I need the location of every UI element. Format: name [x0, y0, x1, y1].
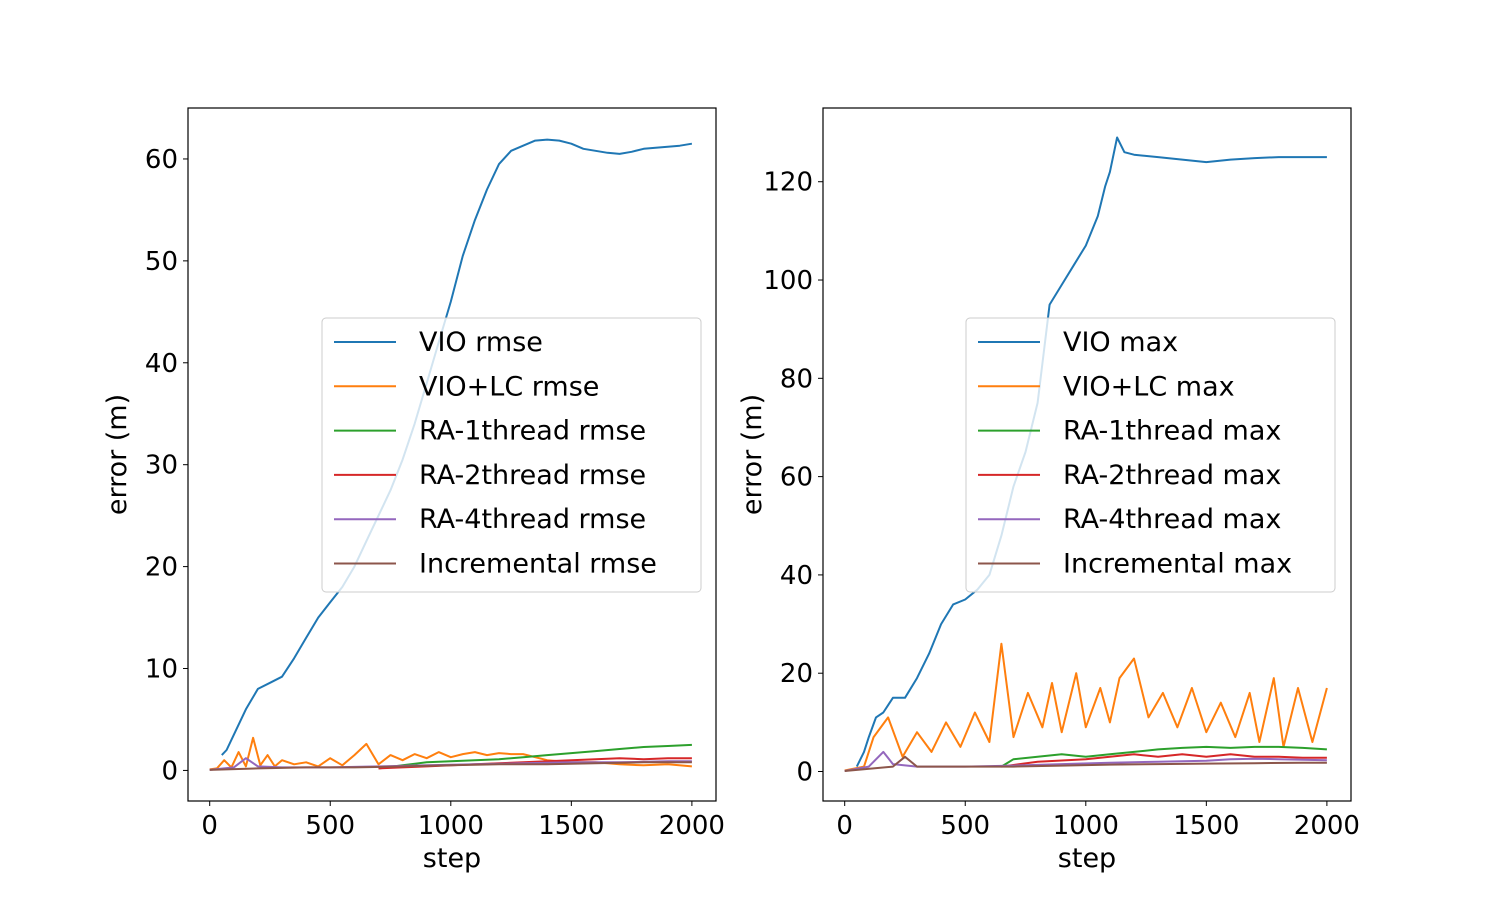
- y-tick-label: 120: [763, 168, 813, 198]
- chart-max: 0 500 1000 1500 2000 0 20 40 60 80 100 120 step error…: [737, 107, 1360, 874]
- y-tick-label: 30: [145, 451, 178, 481]
- y-tick-label: 20: [145, 553, 178, 583]
- plot-frame: [822, 107, 1352, 802]
- legend-label: RA-1thread max: [1063, 416, 1281, 447]
- legend-label: Incremental rmse: [419, 549, 657, 580]
- y-tick-label: 40: [780, 561, 813, 591]
- series-line-ra-2thread-max: [1001, 753, 1327, 768]
- x-tick-label: 0: [836, 811, 853, 841]
- x-axis-label: step: [423, 843, 481, 874]
- y-tick-label: 40: [145, 349, 178, 379]
- y-tick-label: 60: [145, 145, 178, 175]
- series-line-vio-lc-max: [844, 642, 1328, 772]
- legend-label: VIO rmse: [419, 327, 543, 358]
- legend-label: RA-1thread rmse: [419, 416, 646, 447]
- legend: VIO max VIO+LC max RA-1thread max RA-2threa…: [965, 317, 1336, 593]
- y-tick-label: 20: [780, 659, 813, 689]
- y-axis-label: error (m): [737, 394, 768, 515]
- y-tick-label: 0: [796, 758, 813, 788]
- series-line-vio-rmse: [221, 138, 693, 756]
- legend-label: VIO+LC max: [1063, 371, 1235, 402]
- legend-label: VIO+LC rmse: [419, 371, 599, 402]
- x-tick-label: 500: [305, 811, 355, 841]
- chart-rmse: 0 500 1000 1500 2000 0 10 20 30 40 50 60 step error (…: [102, 107, 725, 874]
- legend-label: RA-4thread max: [1063, 504, 1281, 535]
- legend-label: RA-2thread max: [1063, 460, 1281, 491]
- y-tick-label: 10: [145, 655, 178, 685]
- x-tick-label: 1000: [418, 811, 484, 841]
- x-tick-label: 2000: [659, 811, 725, 841]
- x-tick-label: 500: [940, 811, 990, 841]
- legend-box: [965, 317, 1336, 593]
- y-tick-label: 80: [780, 364, 813, 394]
- x-axis-label: step: [1058, 843, 1116, 874]
- series-line-incremental-rmse: [209, 761, 692, 771]
- x-tick-label: 1000: [1053, 811, 1119, 841]
- x-tick-label: 2000: [1294, 811, 1360, 841]
- y-tick-label: 50: [145, 247, 178, 277]
- plot-frame: [187, 107, 717, 802]
- series-line-ra-1thread-rmse: [378, 743, 692, 770]
- legend: VIO rmse VIO+LC rmse RA-1thread rmse RA-2th…: [321, 317, 702, 593]
- legend-label: RA-4thread rmse: [419, 504, 646, 535]
- y-tick-label: 60: [780, 463, 813, 493]
- series-line-vio-lc-rmse: [209, 736, 692, 771]
- y-tick-label: 100: [763, 266, 813, 296]
- x-tick-label: 1500: [1173, 811, 1239, 841]
- series-lines: [209, 138, 693, 771]
- legend-label: Incremental max: [1063, 549, 1292, 580]
- series-line-ra-1thread-max: [1000, 745, 1327, 768]
- legend-label: RA-2thread rmse: [419, 460, 646, 491]
- y-tick-label: 0: [161, 756, 178, 786]
- x-tick-label: 1500: [538, 811, 604, 841]
- legend-label: VIO max: [1063, 327, 1178, 358]
- legend-box: [321, 317, 702, 593]
- series-line-incremental-max: [844, 755, 1327, 772]
- y-axis-label: error (m): [102, 394, 133, 515]
- x-tick-label: 0: [201, 811, 218, 841]
- series-line-ra-4thread-max: [844, 750, 1327, 772]
